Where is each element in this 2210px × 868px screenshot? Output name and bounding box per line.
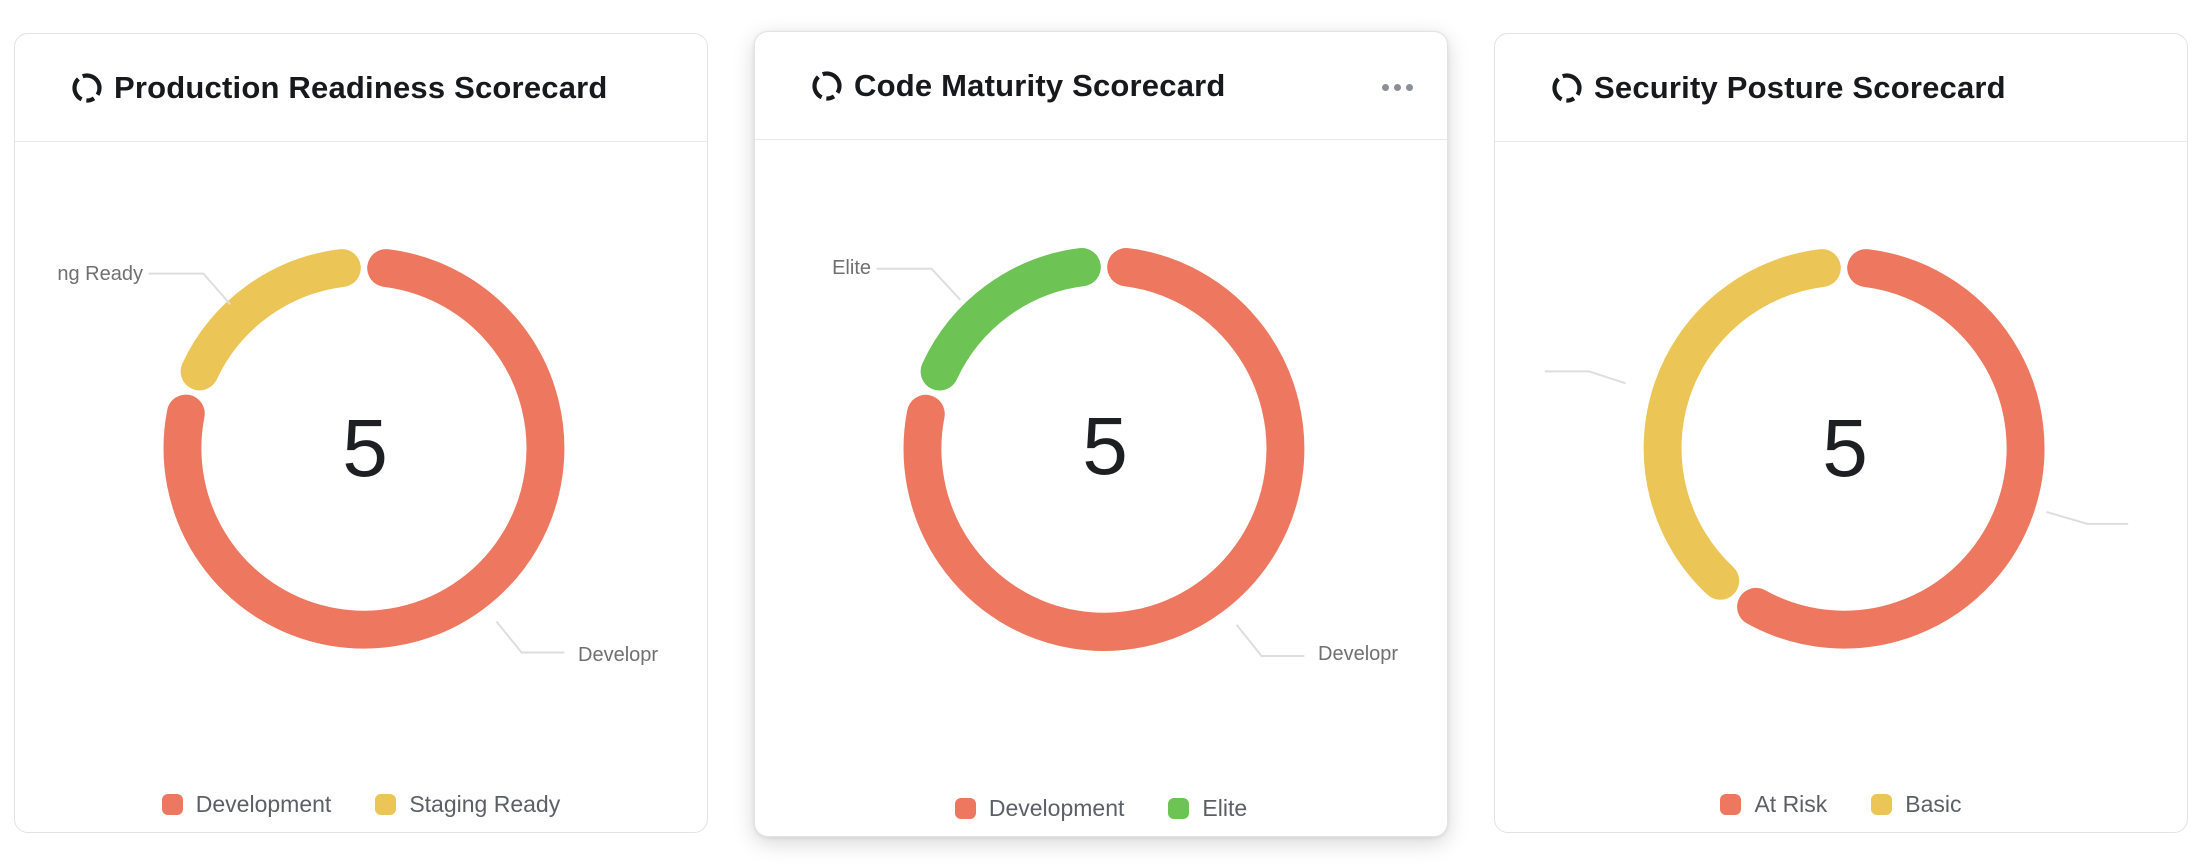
legend-label: At Risk [1754,791,1828,817]
donut-segment[interactable] [180,249,361,391]
legend-label: Elite [1202,795,1248,821]
callout-line [876,267,962,301]
donut-segment[interactable] [920,248,1101,391]
callout-line [2046,510,2129,525]
ellipsis-dot [1405,83,1413,91]
legend-item[interactable]: Development [161,791,332,817]
callout-label-bottom-right: Developr [578,644,659,666]
card-menu-button[interactable] [1369,70,1425,104]
ellipsis-dot [1381,83,1389,91]
legend-swatch [1720,794,1742,815]
code-maturity-card: Code Maturity Scorecard 5 Elite Developr… [754,31,1448,837]
legend-swatch [1871,794,1893,815]
card-header: Security Posture Scorecard [1495,34,2187,142]
callout-line [1544,370,1626,385]
callout-line [495,620,565,654]
donut-chart[interactable] [1495,142,2187,832]
ellipsis-dot [1393,83,1401,91]
page-title: Production Readiness Scorecard [114,69,608,105]
callout-label-bottom-right: Developr [1318,643,1399,665]
callout-line [1235,624,1305,657]
scorecard-donut-icon [1552,72,1582,103]
donut-segment[interactable] [1643,249,1841,600]
legend-item[interactable]: Basic [1871,791,1962,817]
donut-segment[interactable] [1737,249,2045,649]
security-posture-card: Security Posture Scorecard 5 At Risk Bas… [1494,33,2188,833]
callout-line [148,272,232,306]
scorecards-board: Production Readiness Scorecard 5 ng Read… [14,31,2188,837]
legend-swatch [1168,798,1190,819]
page-title: Code Maturity Scorecard [854,67,1226,103]
scorecard-donut-icon [72,72,102,103]
legend-label: Staging Ready [409,791,561,817]
donut-segment[interactable] [163,249,565,649]
legend-label: Basic [1905,791,1962,817]
production-readiness-card: Production Readiness Scorecard 5 ng Read… [14,33,708,833]
chart-legend: At Risk Basic [1495,793,2187,816]
donut-segment[interactable] [903,248,1305,651]
legend-swatch [954,798,976,819]
callout-label-top-left: ng Ready [57,263,143,285]
callout-label-top-left: Elite [832,257,871,279]
chart-legend: Development Staging Ready [15,793,707,816]
donut-center-value: 5 [1082,401,1128,492]
legend-label: Development [988,795,1125,821]
chart-area: 5 ng Ready Developr Development Staging … [15,142,707,832]
donut-center-value: 5 [1822,403,1868,494]
legend-item[interactable]: Elite [1168,797,1247,820]
chart-area: 5 At Risk Basic [1495,142,2187,832]
legend-item[interactable]: Development [954,795,1125,821]
chart-legend: Development Elite [755,797,1447,820]
legend-item[interactable]: At Risk [1720,793,1827,816]
page-title: Security Posture Scorecard [1594,69,2006,105]
card-header: Production Readiness Scorecard [15,34,707,142]
legend-item[interactable]: Staging Ready [375,793,560,816]
donut-chart[interactable] [755,140,1447,836]
card-header: Code Maturity Scorecard [755,32,1447,140]
donut-center-value: 5 [342,403,388,494]
scorecard-donut-icon [812,70,842,101]
legend-label: Development [195,791,332,817]
donut-chart[interactable] [15,142,707,832]
chart-area: 5 Elite Developr Development Elite [755,140,1447,836]
legend-swatch [161,794,183,815]
legend-swatch [375,794,397,815]
